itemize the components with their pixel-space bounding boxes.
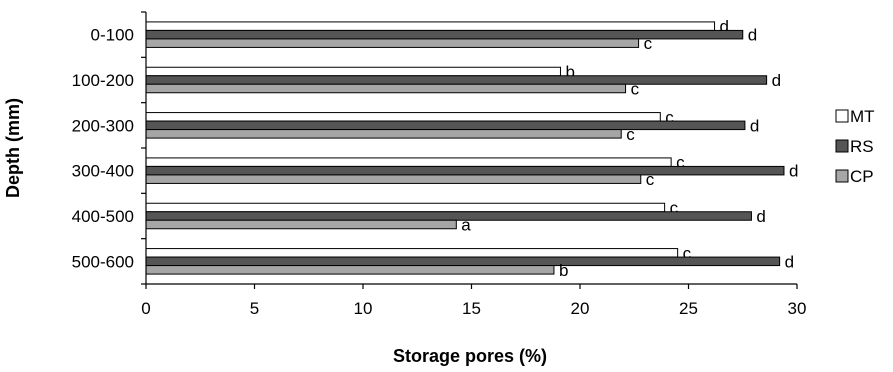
y-axis: 0-100 100-200 200-300 300-400 400-500 500-600 bbox=[72, 11, 147, 285]
bar-rs-100-200 bbox=[145, 75, 768, 85]
bar-rs-300-400 bbox=[145, 165, 785, 176]
bar-label-cp-500-600: b bbox=[559, 261, 568, 280]
plot-area: d dcb dcc dcc dcc dac db bbox=[145, 17, 798, 280]
bar-label-cp-0-100: c bbox=[644, 34, 653, 53]
bar-label-mt-0-100: d bbox=[720, 17, 729, 36]
bar-rs-200-300 bbox=[145, 120, 746, 131]
bar-rs-0-100 bbox=[145, 29, 744, 40]
y-tick-label: 200-300 bbox=[72, 116, 134, 135]
legend-label-rs: RS bbox=[850, 137, 874, 156]
bar-cp-0-100 bbox=[145, 38, 640, 48]
bar-label-cp-100-200: c bbox=[631, 80, 640, 99]
bar-label-mt-500-600: c bbox=[683, 244, 692, 263]
bar-label-mt-300-400: c bbox=[676, 153, 685, 172]
x-tick-label: 5 bbox=[250, 299, 259, 318]
bar-label-rs-0-100: d bbox=[748, 26, 757, 45]
bar-label-rs-500-600: d bbox=[785, 252, 794, 271]
x-tick-label: 10 bbox=[354, 299, 373, 318]
bar-cp-100-200 bbox=[145, 83, 627, 94]
bar-label-cp-200-300: c bbox=[626, 125, 635, 144]
x-tick-label: 15 bbox=[462, 299, 481, 318]
x-tick-label: 0 bbox=[141, 299, 150, 318]
bar-mt-500-600 bbox=[145, 248, 679, 258]
bar-mt-200-300 bbox=[145, 112, 661, 122]
x-tick-label: 30 bbox=[788, 299, 807, 318]
bar-label-cp-300-400: c bbox=[646, 170, 655, 189]
legend-swatch-rs bbox=[835, 139, 849, 153]
y-tick-label: 300-400 bbox=[72, 162, 134, 181]
x-tick-label: 25 bbox=[679, 299, 698, 318]
y-tick-label: 400-500 bbox=[72, 207, 134, 226]
bar-label-mt-100-200: b bbox=[565, 63, 574, 82]
bar-mt-400-500 bbox=[145, 202, 666, 213]
bar-mt-100-200 bbox=[145, 66, 561, 77]
bar-cp-400-500 bbox=[145, 219, 457, 230]
y-axis-title: Depth (mm) bbox=[3, 98, 23, 198]
legend-swatch-cp bbox=[835, 169, 849, 183]
bar-label-rs-200-300: d bbox=[750, 116, 759, 135]
x-axis: 0 5 10 15 20 25 30 bbox=[141, 283, 807, 318]
bar-rs-400-500 bbox=[145, 211, 752, 221]
bar-label-mt-400-500: c bbox=[670, 199, 679, 218]
legend-swatch-mt bbox=[835, 109, 849, 123]
y-tick-label: 500-600 bbox=[72, 252, 134, 271]
y-tick-label: 100-200 bbox=[72, 71, 134, 90]
bar-label-mt-200-300: c bbox=[665, 108, 674, 127]
legend: MT RS CP bbox=[835, 107, 875, 186]
bar-mt-0-100 bbox=[145, 21, 716, 31]
y-tick-label: 0-100 bbox=[91, 26, 134, 45]
bar-label-cp-400-500: a bbox=[461, 216, 471, 235]
legend-label-cp: CP bbox=[850, 167, 874, 186]
x-tick-label: 20 bbox=[571, 299, 590, 318]
x-axis-title: Storage pores (%) bbox=[393, 346, 547, 366]
bar-mt-300-400 bbox=[145, 157, 672, 167]
bar-cp-500-600 bbox=[145, 265, 555, 275]
bar-cp-200-300 bbox=[145, 129, 622, 139]
bar-rs-500-600 bbox=[145, 256, 781, 267]
bar-label-rs-300-400: d bbox=[789, 162, 798, 181]
bar-label-rs-400-500: d bbox=[756, 207, 765, 226]
legend-label-mt: MT bbox=[850, 107, 875, 126]
bar-cp-300-400 bbox=[145, 174, 642, 184]
bar-label-rs-100-200: d bbox=[772, 71, 781, 90]
